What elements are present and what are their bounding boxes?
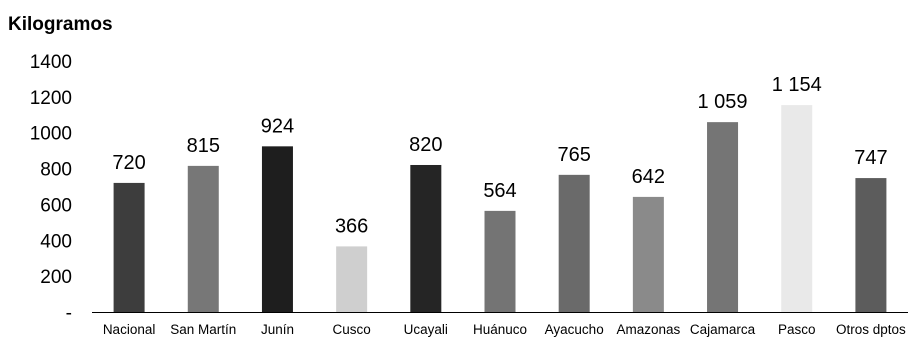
bar	[781, 105, 813, 313]
bar	[113, 182, 145, 312]
data-labels: 720 815 924 366 820 564 765 642 1 059 1 154 747	[112, 74, 887, 237]
y-tick-label: 600	[40, 195, 72, 216]
y-tick-label: 200	[40, 267, 72, 288]
data-label: 924	[261, 115, 294, 137]
data-label: 1 154	[772, 74, 822, 96]
x-tick-label: Nacional	[103, 322, 156, 337]
y-tick-label: 400	[40, 231, 72, 252]
bar	[187, 165, 219, 312]
data-label: 642	[632, 166, 665, 188]
y-tick-label: 1000	[30, 124, 72, 145]
bar	[484, 210, 516, 312]
x-tick-label: Cajamarca	[690, 322, 756, 337]
x-tick-label: Otros dptos	[836, 322, 906, 337]
x-tick-label: Ayacucho	[545, 322, 604, 337]
data-label: 815	[187, 135, 220, 157]
x-tick-label: Huánuco	[473, 322, 527, 337]
y-axis-ticks: - 200 400 600 800 1000 1200 1400	[30, 52, 72, 324]
bar	[261, 146, 293, 312]
x-tick-label: Amazonas	[616, 322, 680, 337]
data-label: 820	[409, 134, 442, 156]
y-tick-label: -	[66, 303, 72, 324]
y-axis-title: Kilogramos	[8, 14, 113, 35]
y-tick-label: 1200	[30, 88, 72, 109]
x-tick-label: Junín	[261, 322, 294, 337]
bar	[410, 164, 442, 312]
y-tick-label: 800	[40, 160, 72, 181]
data-label: 366	[335, 215, 368, 237]
data-label: 765	[557, 144, 590, 166]
bar	[558, 174, 590, 312]
data-label: 564	[483, 180, 516, 202]
x-axis-ticks: Nacional San Martín Junín Cusco Ucayali Huánu…	[103, 322, 906, 337]
data-label: 1 059	[698, 91, 748, 113]
bars	[113, 105, 887, 313]
x-tick-label: Ucayali	[404, 322, 448, 337]
x-tick-label: Pasco	[778, 322, 816, 337]
x-tick-label: San Martín	[170, 322, 236, 337]
bar	[855, 178, 887, 312]
bar	[707, 122, 739, 312]
data-label: 747	[854, 147, 887, 169]
x-tick-label: Cusco	[333, 322, 371, 337]
data-label: 720	[112, 152, 145, 174]
bar	[632, 196, 664, 312]
y-tick-label: 1400	[30, 52, 72, 73]
bar	[336, 246, 368, 312]
